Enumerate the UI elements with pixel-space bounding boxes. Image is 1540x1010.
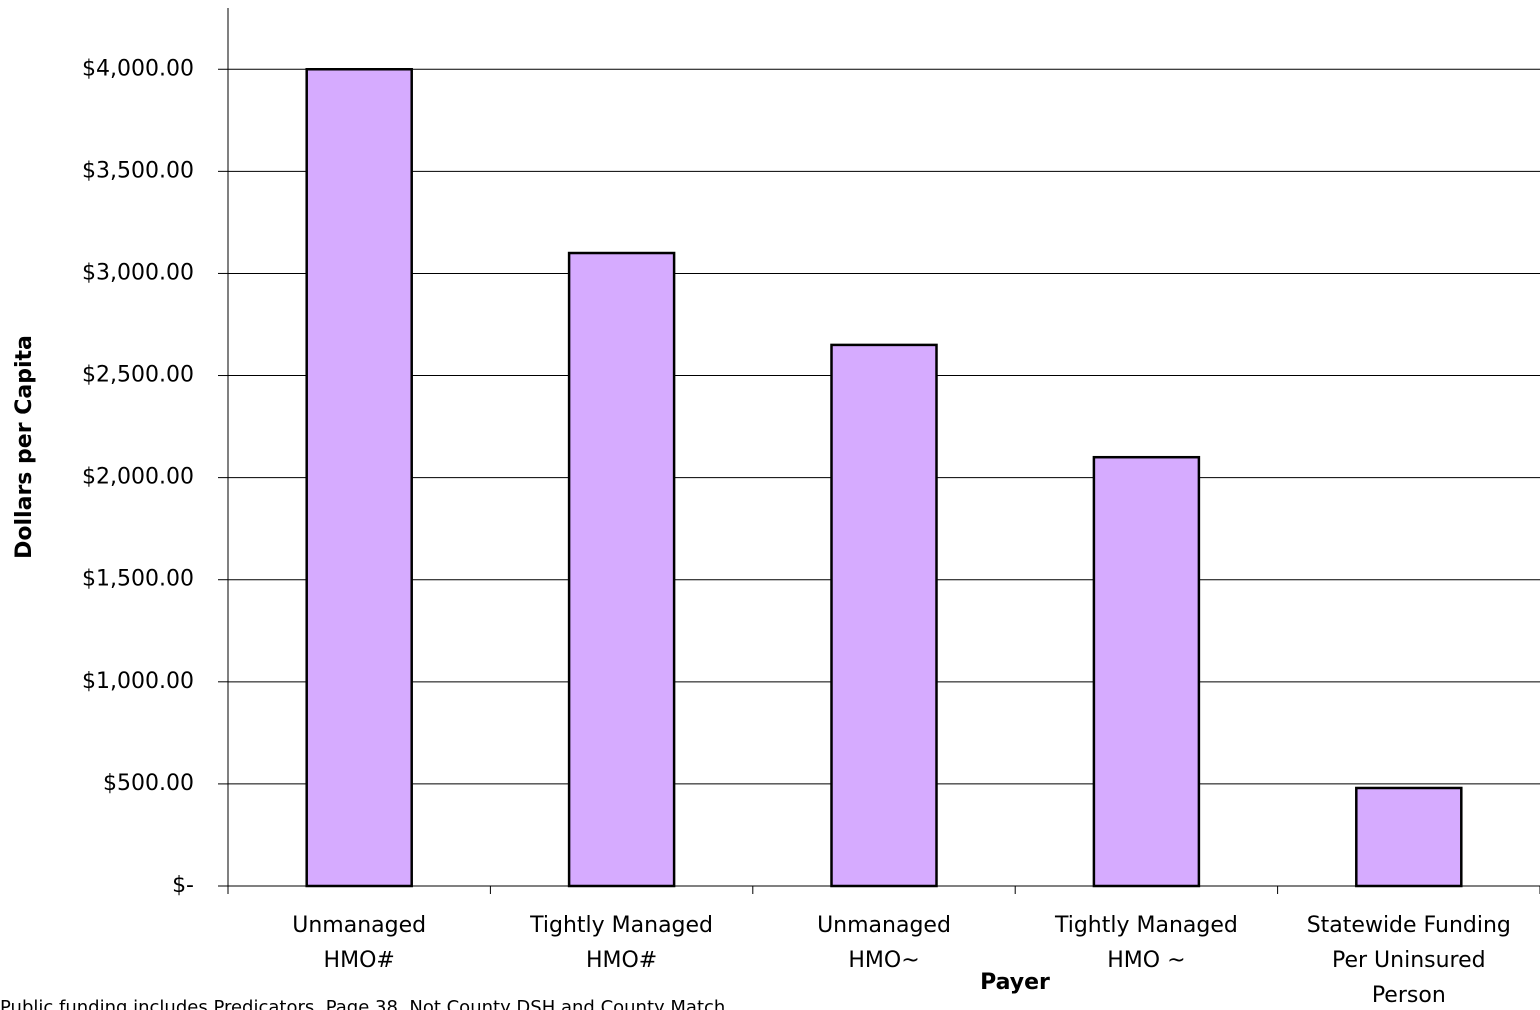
x-tick-label-line: Unmanaged: [817, 913, 951, 938]
y-tick-label: $-: [172, 873, 194, 898]
y-tick-label: $4,000.00: [82, 56, 194, 81]
y-tick-label: $2,500.00: [82, 363, 194, 388]
bar: [1355, 786, 1463, 888]
y-tick-label: $3,500.00: [82, 158, 194, 183]
x-tick-label-line: HMO~: [848, 948, 919, 973]
bar: [567, 251, 676, 888]
x-tick-label-line: Person: [1372, 983, 1446, 1008]
y-tick-label: $3,000.00: [82, 260, 194, 285]
bar: [830, 343, 938, 888]
y-tick-label: $1,000.00: [82, 669, 194, 694]
x-tick-label-line: Statewide Funding: [1307, 913, 1511, 938]
x-tick-label-line: HMO#: [324, 948, 395, 973]
x-tick-label-line: Tightly Managed: [529, 913, 713, 938]
x-tick-label-line: Per Uninsured: [1332, 948, 1486, 973]
x-tick-label: Tightly Managed HMO#: [529, 913, 713, 973]
x-tick-label-line: Unmanaged: [292, 913, 426, 938]
x-tick-label-line: HMO#: [586, 948, 657, 973]
x-tick-label: Tightly Managed HMO ~: [1054, 913, 1238, 973]
footnote: Public funding includes Predicators, Pag…: [0, 997, 725, 1010]
x-tick-label-line: HMO ~: [1107, 948, 1185, 973]
bar: [305, 68, 413, 888]
y-tick-label: $1,500.00: [82, 567, 194, 592]
y-tick-label: $2,000.00: [82, 465, 194, 490]
y-axis-label: Dollars per Capita: [12, 335, 37, 559]
bar: [1092, 455, 1201, 888]
x-axis-label: Payer: [980, 970, 1050, 995]
x-tick-label: Unmanaged HMO#: [292, 913, 426, 973]
y-tick-label: $500.00: [103, 771, 194, 796]
x-tick-label: Unmanaged HMO~: [817, 913, 951, 973]
x-tick-label: Statewide Funding Per Uninsured Person: [1307, 913, 1511, 1008]
x-tick-label-line: Tightly Managed: [1054, 913, 1238, 938]
